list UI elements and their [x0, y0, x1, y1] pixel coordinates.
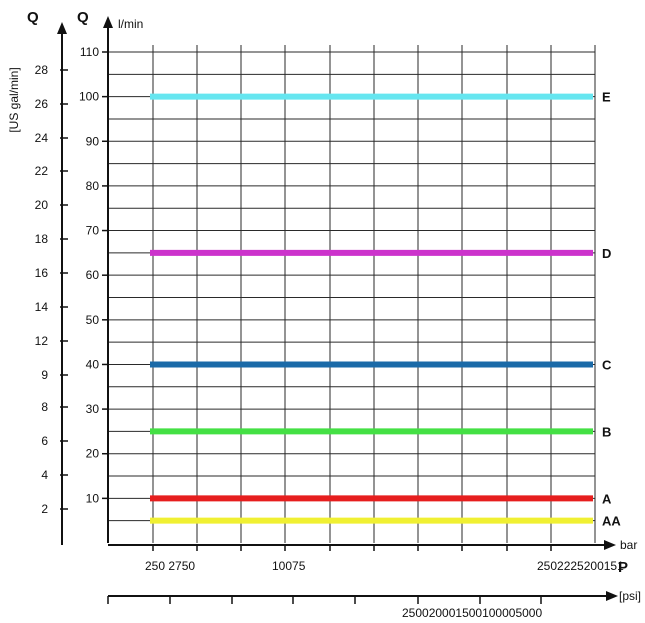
y-tick-label: 60: [86, 268, 100, 282]
y-tick-label: 70: [86, 224, 100, 238]
chart-grid: [108, 45, 596, 543]
y-tick-label: 30: [86, 402, 100, 416]
left-axis-title: Q: [27, 9, 39, 26]
psi-tick-label: 250020001500100005000: [402, 606, 542, 620]
left-axis-unit: [US gal/min]: [7, 67, 21, 132]
series-label-aa: AA: [602, 514, 621, 529]
x-axis-arrow: [604, 540, 616, 550]
left-tick-label: 28: [35, 63, 49, 77]
psi-axis-unit: [psi]: [619, 589, 641, 603]
y-axis-unit: l/min: [118, 17, 143, 31]
y-tick-label: 80: [86, 179, 100, 193]
y-tick-label: 20: [86, 447, 100, 461]
left-tick-label: 24: [35, 131, 49, 145]
chart-axes: [57, 16, 618, 604]
series-label-e: E: [602, 90, 611, 105]
left-tick-label: 20: [35, 198, 49, 212]
y-tick-label: 100: [79, 90, 99, 104]
series-label-b: B: [602, 424, 611, 439]
left-tick-label: 6: [41, 434, 48, 448]
psi-axis-arrow: [606, 591, 618, 601]
series-label-c: C: [602, 357, 612, 372]
x-tick-label: 10075: [272, 559, 306, 573]
x-axis-title: P: [618, 559, 628, 576]
y-tick-label: 40: [86, 357, 100, 371]
y-axis-title: Q: [77, 9, 89, 26]
left-tick-label: 2: [41, 502, 48, 516]
y-tick-label: 110: [80, 45, 99, 59]
left-tick-label: 14: [35, 300, 49, 314]
series-label-d: D: [602, 246, 611, 261]
x-tick-label: 250 2750: [145, 559, 195, 573]
x-axis-unit: bar: [620, 538, 637, 552]
left-tick-label: 4: [41, 468, 48, 482]
left-tick-label: 12: [35, 334, 49, 348]
left-tick-label: 16: [35, 266, 49, 280]
left-tick-label: 26: [35, 97, 49, 111]
y-axis-arrow: [103, 16, 113, 28]
left-tick-label: 18: [35, 232, 49, 246]
left-axis-arrow: [57, 22, 67, 34]
left-tick-label: 9: [41, 368, 48, 382]
x-tick-label: 2502225200151: [537, 559, 624, 573]
series-layer: [150, 93, 593, 524]
series-label-a: A: [602, 491, 612, 506]
y-tick-label: 50: [86, 313, 100, 327]
y-tick-label: 90: [86, 134, 100, 148]
left-tick-label: 22: [35, 164, 49, 178]
left-tick-label: 8: [41, 400, 48, 414]
y-tick-label: 10: [86, 491, 100, 505]
